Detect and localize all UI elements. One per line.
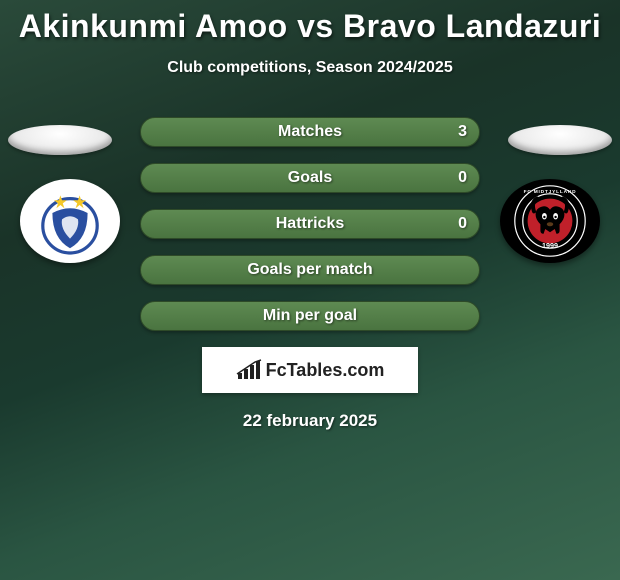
club-year: 1999: [542, 241, 558, 250]
stat-row-matches: Matches 3: [140, 117, 480, 147]
page-title: Akinkunmi Amoo vs Bravo Landazuri: [0, 0, 620, 45]
stat-row-goals: Goals 0: [140, 163, 480, 193]
bar-chart-icon: [236, 359, 262, 381]
brand-text: FcTables.com: [266, 360, 385, 381]
stats-list: Matches 3 Goals 0 Hattricks 0 Goals per …: [140, 117, 480, 331]
copenhagen-crest-icon: [30, 181, 110, 261]
stat-row-goals-per-match: Goals per match: [140, 255, 480, 285]
stat-label: Min per goal: [263, 307, 357, 325]
brand-box: FcTables.com: [202, 347, 418, 393]
stat-value-right: 3: [458, 123, 467, 141]
stat-label: Goals: [288, 169, 332, 187]
date-text: 22 february 2025: [0, 411, 620, 431]
club-badge-right: 1999 FC MIDTJYLLAND: [500, 179, 600, 263]
subtitle: Club competitions, Season 2024/2025: [0, 59, 620, 77]
stat-label: Hattricks: [276, 215, 344, 233]
stat-value-right: 0: [458, 169, 467, 187]
stat-label: Goals per match: [247, 261, 372, 279]
midtjylland-crest-icon: 1999 FC MIDTJYLLAND: [510, 181, 590, 261]
stat-row-hattricks: Hattricks 0: [140, 209, 480, 239]
svg-text:FC MIDTJYLLAND: FC MIDTJYLLAND: [524, 189, 577, 195]
stat-row-min-per-goal: Min per goal: [140, 301, 480, 331]
player-photo-left: [8, 125, 112, 155]
stat-value-right: 0: [458, 215, 467, 233]
club-badge-left: [20, 179, 120, 263]
comparison-panel: 1999 FC MIDTJYLLAND Matches 3 Goals 0 Ha…: [0, 117, 620, 431]
player-photo-right: [508, 125, 612, 155]
stat-label: Matches: [278, 123, 342, 141]
